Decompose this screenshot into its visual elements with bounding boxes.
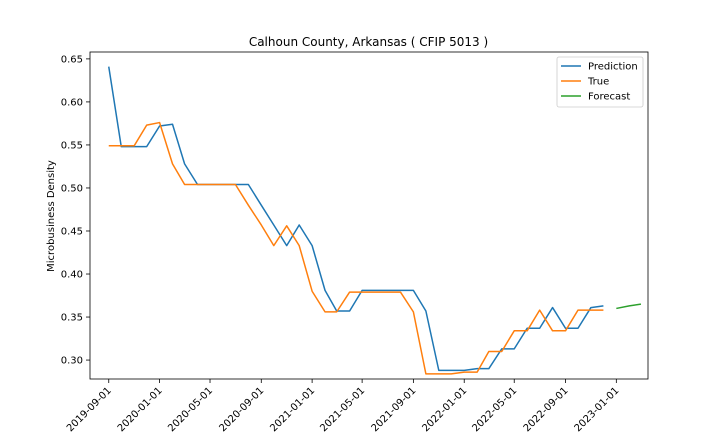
- series-layer: [108, 66, 642, 375]
- y-tick-label: 0.35: [61, 313, 83, 324]
- series-line-forecast: [616, 303, 642, 310]
- chart-title: Calhoun County, Arkansas ( CFIP 5013 ): [249, 35, 488, 49]
- y-tick-label: 0.65: [61, 54, 83, 65]
- plot-frame: [89, 51, 649, 380]
- legend-box: [556, 56, 644, 108]
- y-tick-label: 0.30: [61, 356, 83, 367]
- y-tick-label: 0.60: [61, 97, 83, 108]
- y-tick-label: 0.50: [61, 183, 83, 194]
- series-line-true: [108, 121, 604, 375]
- legend: Prediction True Forecast: [556, 56, 644, 108]
- legend-label-forecast: Forecast: [588, 92, 630, 103]
- legend-label-prediction: Prediction: [588, 62, 638, 73]
- legend-label-true: True: [587, 77, 609, 88]
- y-tick-label: 0.55: [61, 140, 83, 151]
- y-axis: 0.30 0.35 0.40 0.45 0.50 0.55 0.60 0.65: [61, 54, 90, 367]
- y-tick-label: 0.40: [61, 270, 83, 281]
- y-axis-label: Microbusiness Density: [46, 160, 57, 272]
- y-tick-label: 0.45: [61, 226, 83, 237]
- series-line-prediction: [108, 66, 604, 372]
